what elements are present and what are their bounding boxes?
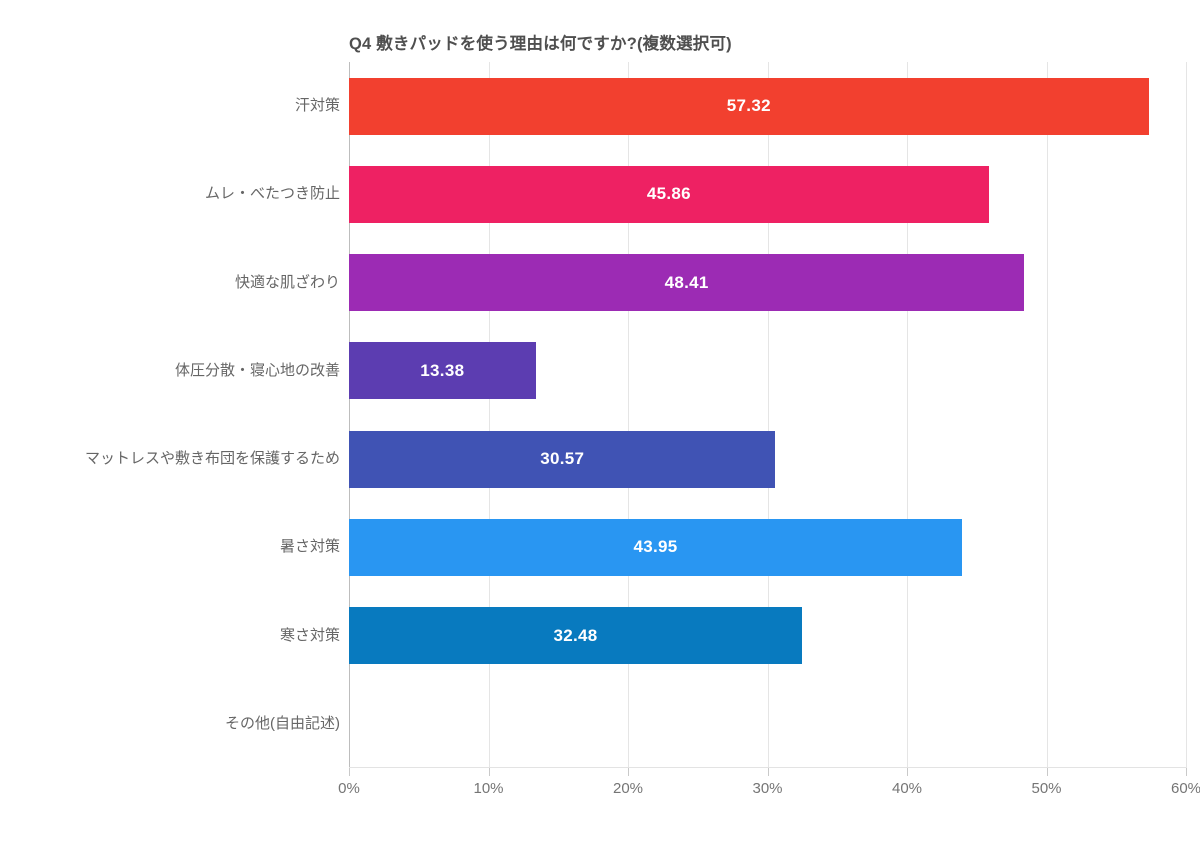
tick-mark — [488, 768, 490, 776]
bar: 32.48 — [349, 607, 803, 665]
tick-mark — [1186, 768, 1187, 776]
bar-row — [349, 680, 1186, 768]
x-axis-line — [349, 767, 1186, 768]
category-label: 汗対策 — [294, 97, 340, 115]
y-axis-line — [349, 62, 350, 768]
bar: 48.41 — [349, 254, 1025, 312]
x-tick-label: 50% — [1031, 780, 1062, 797]
bar-value-label: 30.57 — [540, 449, 585, 469]
chart-title: Q4 敷きパッドを使う理由は何ですか?(複数選択可) — [349, 35, 732, 53]
bar-value-label: 45.86 — [646, 184, 691, 204]
bar-row: 13.38 — [349, 327, 1186, 415]
bar-value-label: 57.32 — [726, 96, 771, 116]
bar-value-label: 48.41 — [664, 272, 709, 292]
tick-mark — [349, 768, 350, 776]
x-tick-label: 40% — [891, 780, 923, 797]
x-tick-label: 60% — [1170, 780, 1200, 797]
x-tick-label: 30% — [752, 780, 783, 797]
bar-row: 48.41 — [349, 239, 1186, 327]
x-tick-label: 10% — [473, 780, 504, 797]
bar: 13.38 — [349, 342, 536, 400]
bar-row: 43.95 — [349, 503, 1186, 591]
category-label: その他(自由記述) — [225, 714, 340, 732]
gridline — [488, 62, 490, 768]
plot-area: 57.32 45.86 48.41 13.38 30.57 43.95 32.48 — [349, 62, 1187, 776]
tick-mark — [767, 768, 769, 776]
tick-mark — [907, 768, 908, 776]
bar-value-label: 13.38 — [420, 360, 465, 380]
bar-row: 57.32 — [349, 62, 1186, 150]
gridline — [767, 62, 769, 768]
category-label: 暑さ対策 — [279, 538, 340, 556]
category-label: マットレスや敷き布団を保護するため — [84, 450, 340, 468]
gridline — [1186, 62, 1187, 768]
category-label: ムレ・べたつき防止 — [204, 185, 340, 203]
bar-value-label: 43.95 — [633, 537, 678, 557]
bar-row: 45.86 — [349, 150, 1186, 238]
category-label: 体圧分散・寝心地の改善 — [174, 361, 340, 379]
bar-value-label: 32.48 — [553, 625, 598, 645]
bar: 30.57 — [349, 430, 776, 488]
category-label: 快適な肌ざわり — [234, 273, 340, 291]
x-tick-label: 0% — [338, 780, 360, 797]
gridline — [907, 62, 908, 768]
category-label: 寒さ対策 — [279, 626, 340, 644]
gridline — [628, 62, 629, 768]
tick-mark — [1046, 768, 1048, 776]
bar: 45.86 — [349, 165, 989, 223]
gridline — [1046, 62, 1048, 768]
bar: 57.32 — [349, 77, 1149, 135]
x-tick-label: 20% — [612, 780, 644, 797]
bar-row: 30.57 — [349, 415, 1186, 503]
bar-row: 32.48 — [349, 592, 1186, 680]
bar: 43.95 — [349, 518, 963, 576]
tick-mark — [628, 768, 629, 776]
